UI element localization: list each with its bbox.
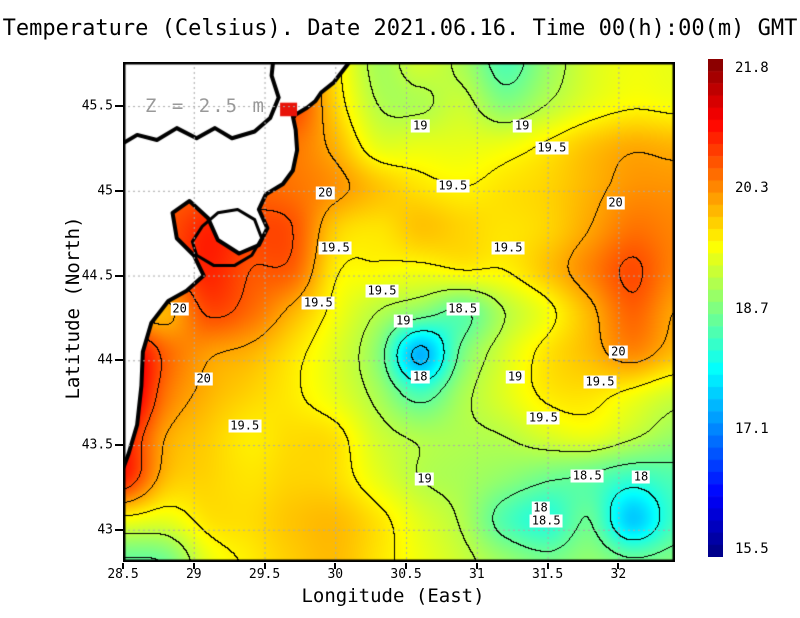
x-tick-label: 28.5 (107, 567, 139, 582)
figure-title: Temperature (Celsius). Date 2021.06.16. … (2, 16, 798, 41)
temperature-map-canvas (123, 62, 675, 562)
colorbar-tick-label: 20.3 (735, 180, 769, 197)
contour-label: 20 (606, 195, 625, 210)
contour-label: 19 (505, 369, 525, 384)
y-tick-label: 43 (97, 522, 113, 538)
x-tick-mark (122, 563, 124, 569)
colorbar-tick-label: 21.8 (735, 60, 769, 76)
colorbar-tick-label: 18.7 (735, 300, 769, 317)
y-axis-title: Latitude (North) (62, 216, 84, 400)
x-tick-mark (405, 563, 408, 569)
x-tick-label: 31 (469, 567, 485, 582)
x-tick-mark (263, 563, 266, 569)
contour-label: 18 (410, 369, 430, 384)
contour-label: 20 (194, 371, 213, 386)
y-tick-label: 45 (97, 183, 113, 199)
y-tick-mark (115, 105, 123, 108)
y-tick-mark (115, 528, 123, 531)
x-tick-label: 32 (610, 567, 627, 582)
contour-label: 19.5 (436, 178, 470, 193)
y-tick-label: 43.5 (81, 437, 113, 453)
contour-label: 19 (394, 313, 413, 328)
depth-annotation: Z = 2.5 m (145, 95, 266, 117)
contour-label: 19.5 (535, 140, 569, 155)
contour-label: 19 (410, 118, 430, 133)
contour-label: 19.5 (365, 283, 399, 298)
y-tick-mark (115, 359, 123, 362)
colorbar-tick-label: 17.1 (735, 420, 769, 437)
x-tick-mark (192, 563, 195, 569)
contour-label: 20 (316, 185, 335, 199)
contour-label: 19 (415, 471, 434, 486)
y-tick-label: 45.5 (81, 98, 113, 114)
contour-label: 20 (609, 344, 628, 359)
y-tick-label: 44.5 (81, 268, 113, 284)
x-tick-mark (334, 563, 337, 569)
x-tick-label: 29 (185, 567, 202, 582)
contour-label: 18.5 (446, 301, 480, 316)
y-tick-mark (115, 189, 123, 192)
y-tick-label: 44 (97, 352, 113, 368)
contour-label: 19.5 (228, 418, 262, 433)
x-tick-label: 30.5 (390, 567, 422, 582)
contour-label: 18 (631, 469, 651, 484)
contour-label: 18.5 (529, 513, 563, 528)
contour-label: 19.5 (301, 295, 335, 310)
x-tick-label: 31.5 (531, 567, 564, 582)
x-tick-mark (617, 563, 620, 569)
x-tick-mark (475, 563, 478, 569)
colorbar (708, 59, 723, 557)
contour-label: 18.5 (570, 468, 604, 483)
x-tick-mark (546, 563, 549, 569)
contour-label: 19.5 (526, 410, 560, 425)
contour-label: 19.5 (583, 374, 617, 389)
colorbar-tick-label: 15.5 (735, 541, 769, 557)
x-axis-title: Longitude (East) (301, 585, 485, 607)
y-tick-mark (115, 444, 123, 447)
contour-label: 19.5 (318, 240, 352, 255)
contour-label: 19.5 (491, 240, 525, 255)
contour-label: 19 (512, 118, 532, 133)
y-tick-mark (115, 274, 123, 277)
contour-label: 18 (531, 500, 550, 515)
x-tick-label: 29.5 (248, 567, 281, 582)
x-tick-label: 30 (327, 567, 344, 582)
contour-label: 20 (170, 301, 189, 316)
